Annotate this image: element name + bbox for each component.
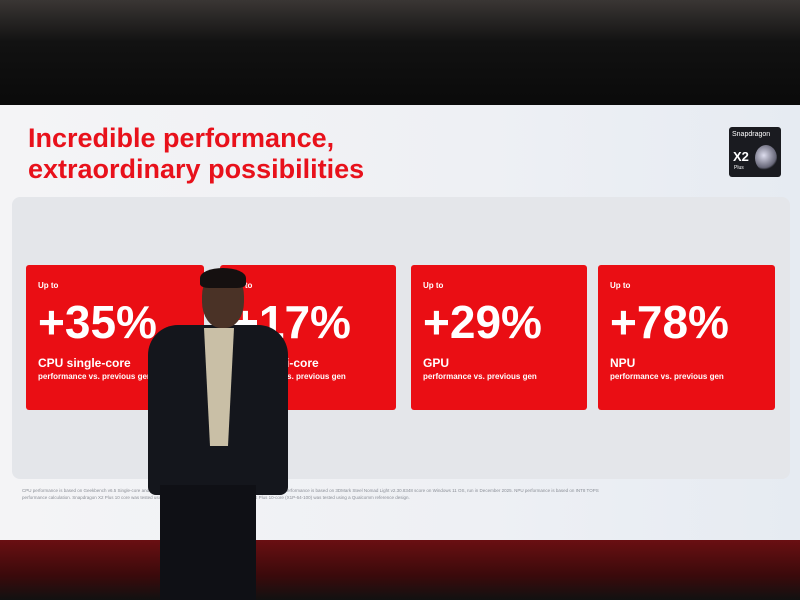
stat-value: +78% [610,296,729,348]
logo-tier: Plus [734,165,744,171]
up-to-label: Up to [38,281,59,290]
stat-sub: performance vs. previous gen [38,372,152,381]
title-line-1: Incredible performance, [28,123,335,153]
footnote-line-1: CPU performance is based on Geekbench v6… [22,488,599,493]
snapdragon-logo: Snapdragon X2 Plus [729,127,781,177]
presenter [148,268,288,600]
stage-lighting-band [0,540,800,600]
footnote-line-2: performance calculation. Snapdragon X2 P… [22,495,410,500]
stat-card-gpu: Up to +29% GPU performance vs. previous … [411,265,587,410]
stat-value: +29% [423,296,542,348]
stat-label: CPU single-core [38,356,131,370]
logo-model: X2 [733,149,749,164]
stat-label: NPU [610,356,636,370]
stat-sub: performance vs. previous gen [423,372,537,381]
stat-value: +35% [38,296,157,348]
presenter-hair [200,268,246,288]
up-to-label: Up to [610,281,631,290]
ceiling [0,0,800,105]
slide-title: Incredible performance, extraordinary po… [28,123,364,185]
footnote: CPU performance is based on Geekbench v6… [22,487,782,501]
presenter-legs [160,485,256,600]
stat-label: GPU [423,356,450,370]
title-line-2: extraordinary possibilities [28,154,365,184]
stat-sub: performance vs. previous gen [232,372,346,381]
up-to-label: Up to [423,281,444,290]
stat-sub: performance vs. previous gen [610,372,724,381]
presentation-slide: Incredible performance, extraordinary po… [0,105,800,540]
snapdragon-emblem-icon [755,145,777,171]
stat-card-npu: Up to +78% NPU performance vs. previous … [598,265,775,410]
logo-brand: Snapdragon [732,131,771,138]
